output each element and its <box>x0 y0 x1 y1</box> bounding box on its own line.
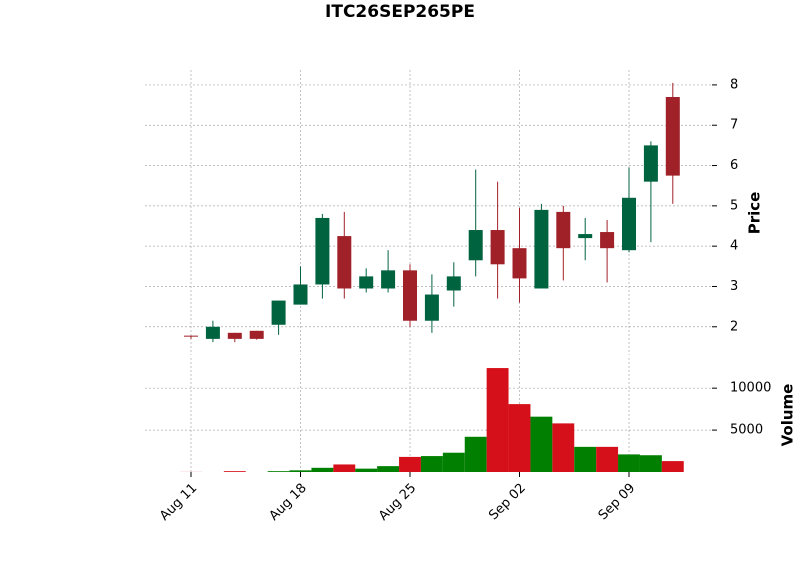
candle-body <box>184 336 198 337</box>
candle-body <box>315 218 329 285</box>
y-tick-label: 4 <box>730 239 738 254</box>
x-tick-label: Aug 25 <box>376 481 419 524</box>
y-tick-label: 10000 <box>730 381 771 396</box>
candle-body <box>447 276 461 290</box>
volume-bar <box>268 471 290 472</box>
x-tick-label: Aug 11 <box>157 481 200 524</box>
candle-body <box>403 270 417 320</box>
volume-axis-label: Volume <box>779 384 797 447</box>
volume-bar <box>618 454 640 472</box>
y-axis-label: Price <box>746 192 764 235</box>
candle-body <box>644 145 658 181</box>
volume-bar <box>399 457 421 472</box>
volume-bar <box>377 466 399 472</box>
y-tick-label: 6 <box>730 158 738 173</box>
candle-body <box>600 232 614 248</box>
x-tick-label: Aug 18 <box>267 481 310 524</box>
y-tick-label: 8 <box>730 77 738 92</box>
x-tick-label: Sep 09 <box>596 481 639 524</box>
candle-body <box>206 327 220 339</box>
candle-body <box>228 333 242 339</box>
candle-body <box>381 270 395 288</box>
volume-bar <box>355 469 377 472</box>
volume-bar <box>509 404 531 472</box>
volume-bar <box>487 368 509 472</box>
volume-bar <box>443 453 465 472</box>
candle-body <box>359 276 373 288</box>
volume-bar <box>552 423 574 472</box>
volume-bar <box>596 447 618 472</box>
candle-body <box>337 236 351 288</box>
volume-bar <box>224 471 246 472</box>
candle-body <box>491 230 505 264</box>
volume-bar <box>311 468 333 472</box>
candle-body <box>425 295 439 321</box>
y-tick-label: 7 <box>730 118 738 133</box>
volume-bar <box>290 470 312 472</box>
volume-bar <box>574 447 596 472</box>
volume-bar <box>465 437 487 472</box>
candle-body <box>513 248 527 278</box>
candle-body <box>556 212 570 248</box>
y-tick-label: 5000 <box>730 423 763 438</box>
y-tick-label: 2 <box>730 319 738 334</box>
volume-bar <box>421 456 443 472</box>
y-tick-label: 5 <box>730 198 738 213</box>
candle-body <box>250 331 264 339</box>
candle-body <box>294 284 308 304</box>
y-tick-label: 3 <box>730 279 738 294</box>
volume-bar <box>640 455 662 472</box>
candle-body <box>622 198 636 250</box>
chart-title: ITC26SEP265PE <box>325 2 475 22</box>
candle-body <box>534 210 548 289</box>
volume-bar <box>333 464 355 472</box>
x-tick-label: Sep 02 <box>486 481 529 524</box>
candle-body <box>272 301 286 325</box>
volume-bar <box>662 461 684 472</box>
candle-body <box>578 234 592 238</box>
candle-body <box>666 97 680 176</box>
candle-body <box>469 230 483 260</box>
volume-bar <box>530 417 552 472</box>
